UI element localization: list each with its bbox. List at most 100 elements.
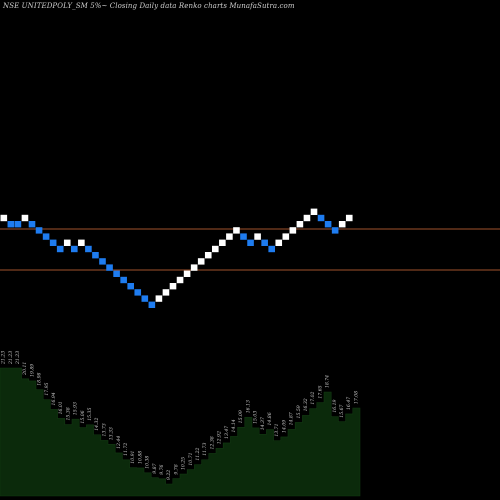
value-label: 9.76 — [159, 464, 165, 474]
renko-brick-down — [85, 245, 92, 253]
renko-brick-down — [7, 221, 15, 228]
renko-brick-up — [310, 208, 318, 215]
renko-brick-up — [289, 227, 297, 234]
value-label: 15.93 — [73, 402, 79, 415]
value-label: 13.33 — [109, 427, 115, 440]
renko-brick-down — [240, 233, 247, 240]
renko-brick-up — [296, 221, 304, 228]
renko-brick-up — [345, 214, 353, 222]
renko-brick-up — [282, 233, 290, 240]
renko-brick-down — [71, 245, 78, 253]
closing-area — [0, 367, 361, 497]
renko-brick-up — [169, 283, 177, 290]
value-label: 11.72 — [123, 443, 129, 456]
value-label: 10.88 — [137, 451, 143, 464]
value-label: 15.67 — [339, 404, 345, 417]
value-label: 10.91 — [130, 450, 136, 463]
value-label: 10.25 — [181, 457, 187, 470]
value-label: 16.47 — [346, 397, 352, 410]
value-label: 21.23 — [1, 351, 7, 365]
value-label: 17.08 — [353, 391, 359, 404]
value-label: 11.22 — [195, 447, 201, 460]
renko-brick-up — [233, 227, 240, 234]
value-label: 16.13 — [245, 400, 251, 413]
value-label: 17.02 — [310, 391, 316, 404]
value-label: 9.78 — [173, 464, 179, 474]
renko-brick-up — [212, 245, 219, 253]
value-label: 20.11 — [22, 362, 28, 376]
renko-brick-down — [268, 245, 275, 253]
renko-brick-up — [219, 239, 226, 246]
value-label: 21.23 — [8, 351, 14, 365]
renko-brick-up — [78, 239, 85, 246]
renko-brick-up — [338, 221, 346, 228]
value-label: 17.95 — [44, 382, 50, 395]
value-label: 18.74 — [325, 375, 331, 388]
value-label: 14.14 — [231, 419, 237, 432]
renko-brick-down — [113, 270, 120, 277]
value-label: 10.71 — [188, 452, 194, 465]
renko-brick-up — [190, 264, 198, 271]
renko-brick-down — [56, 245, 64, 253]
renko-brick-down — [324, 221, 332, 228]
value-label: 15.38 — [65, 407, 71, 420]
renko-brick-down — [120, 276, 127, 284]
renko-brick-down — [99, 258, 106, 265]
value-label: 14.87 — [289, 412, 295, 425]
renko-brick-up — [303, 214, 311, 222]
value-label: 18.98 — [37, 373, 43, 386]
value-label: 9.22 — [166, 470, 172, 480]
value-label: 12.38 — [209, 436, 215, 449]
renko-brick-up — [275, 239, 283, 246]
value-label: 16.01 — [58, 401, 64, 414]
value-label: 19.89 — [29, 364, 35, 377]
value-label: 13.47 — [224, 426, 230, 439]
renko-brick-down — [14, 221, 22, 228]
renko-brick-down — [148, 301, 156, 308]
value-label: 16.32 — [303, 398, 309, 411]
renko-brick-down — [317, 214, 325, 222]
renko-brick-up — [162, 289, 170, 296]
value-label: 16.19 — [332, 399, 338, 412]
value-label: 13.73 — [101, 423, 107, 436]
value-label: 14.32 — [94, 418, 100, 431]
renko-brick-down — [42, 233, 50, 240]
renko-brick-down — [127, 283, 134, 290]
renko-brick-up — [226, 233, 233, 240]
renko-brick-down — [49, 239, 57, 246]
renko-brick-down — [141, 295, 149, 302]
value-label: 13.71 — [274, 423, 280, 436]
renko-brick-up — [155, 295, 163, 302]
value-label: 17.65 — [317, 385, 323, 398]
renko-brick-up — [176, 276, 184, 284]
renko-brick-down — [247, 239, 254, 246]
renko-brick-down — [261, 239, 268, 246]
value-label: 15.35 — [87, 408, 93, 421]
renko-brick-up — [197, 258, 205, 265]
value-label: 15.09 — [238, 410, 244, 423]
value-label: 10.38 — [145, 456, 151, 469]
value-label: 21.23 — [15, 351, 21, 365]
renko-brick-up — [0, 214, 8, 222]
value-label: 15.59 — [296, 405, 302, 418]
renko-brick-down — [331, 227, 339, 234]
renko-brick-down — [106, 264, 113, 271]
chart-title: NSE UNITEDPOLY_SM 5%~ Closing Daily data… — [3, 2, 295, 10]
value-label: 12.92 — [217, 431, 223, 444]
renko-brick-up — [21, 214, 29, 222]
renko-brick-up — [204, 252, 212, 259]
value-label: 14.86 — [267, 412, 273, 425]
value-label: 11.73 — [202, 443, 208, 456]
renko-brick-down — [134, 289, 142, 296]
renko-brick-up — [63, 239, 71, 246]
renko-brick-down — [28, 221, 36, 228]
value-label: 14.37 — [260, 417, 266, 430]
value-label: 15.03 — [253, 411, 259, 424]
value-label: 9.87 — [152, 463, 158, 473]
renko-brick-up — [254, 233, 261, 240]
value-label: 14.09 — [281, 420, 287, 433]
renko-brick-down — [35, 227, 43, 234]
value-label: 15.06 — [80, 410, 86, 423]
value-label: 16.94 — [51, 392, 57, 405]
